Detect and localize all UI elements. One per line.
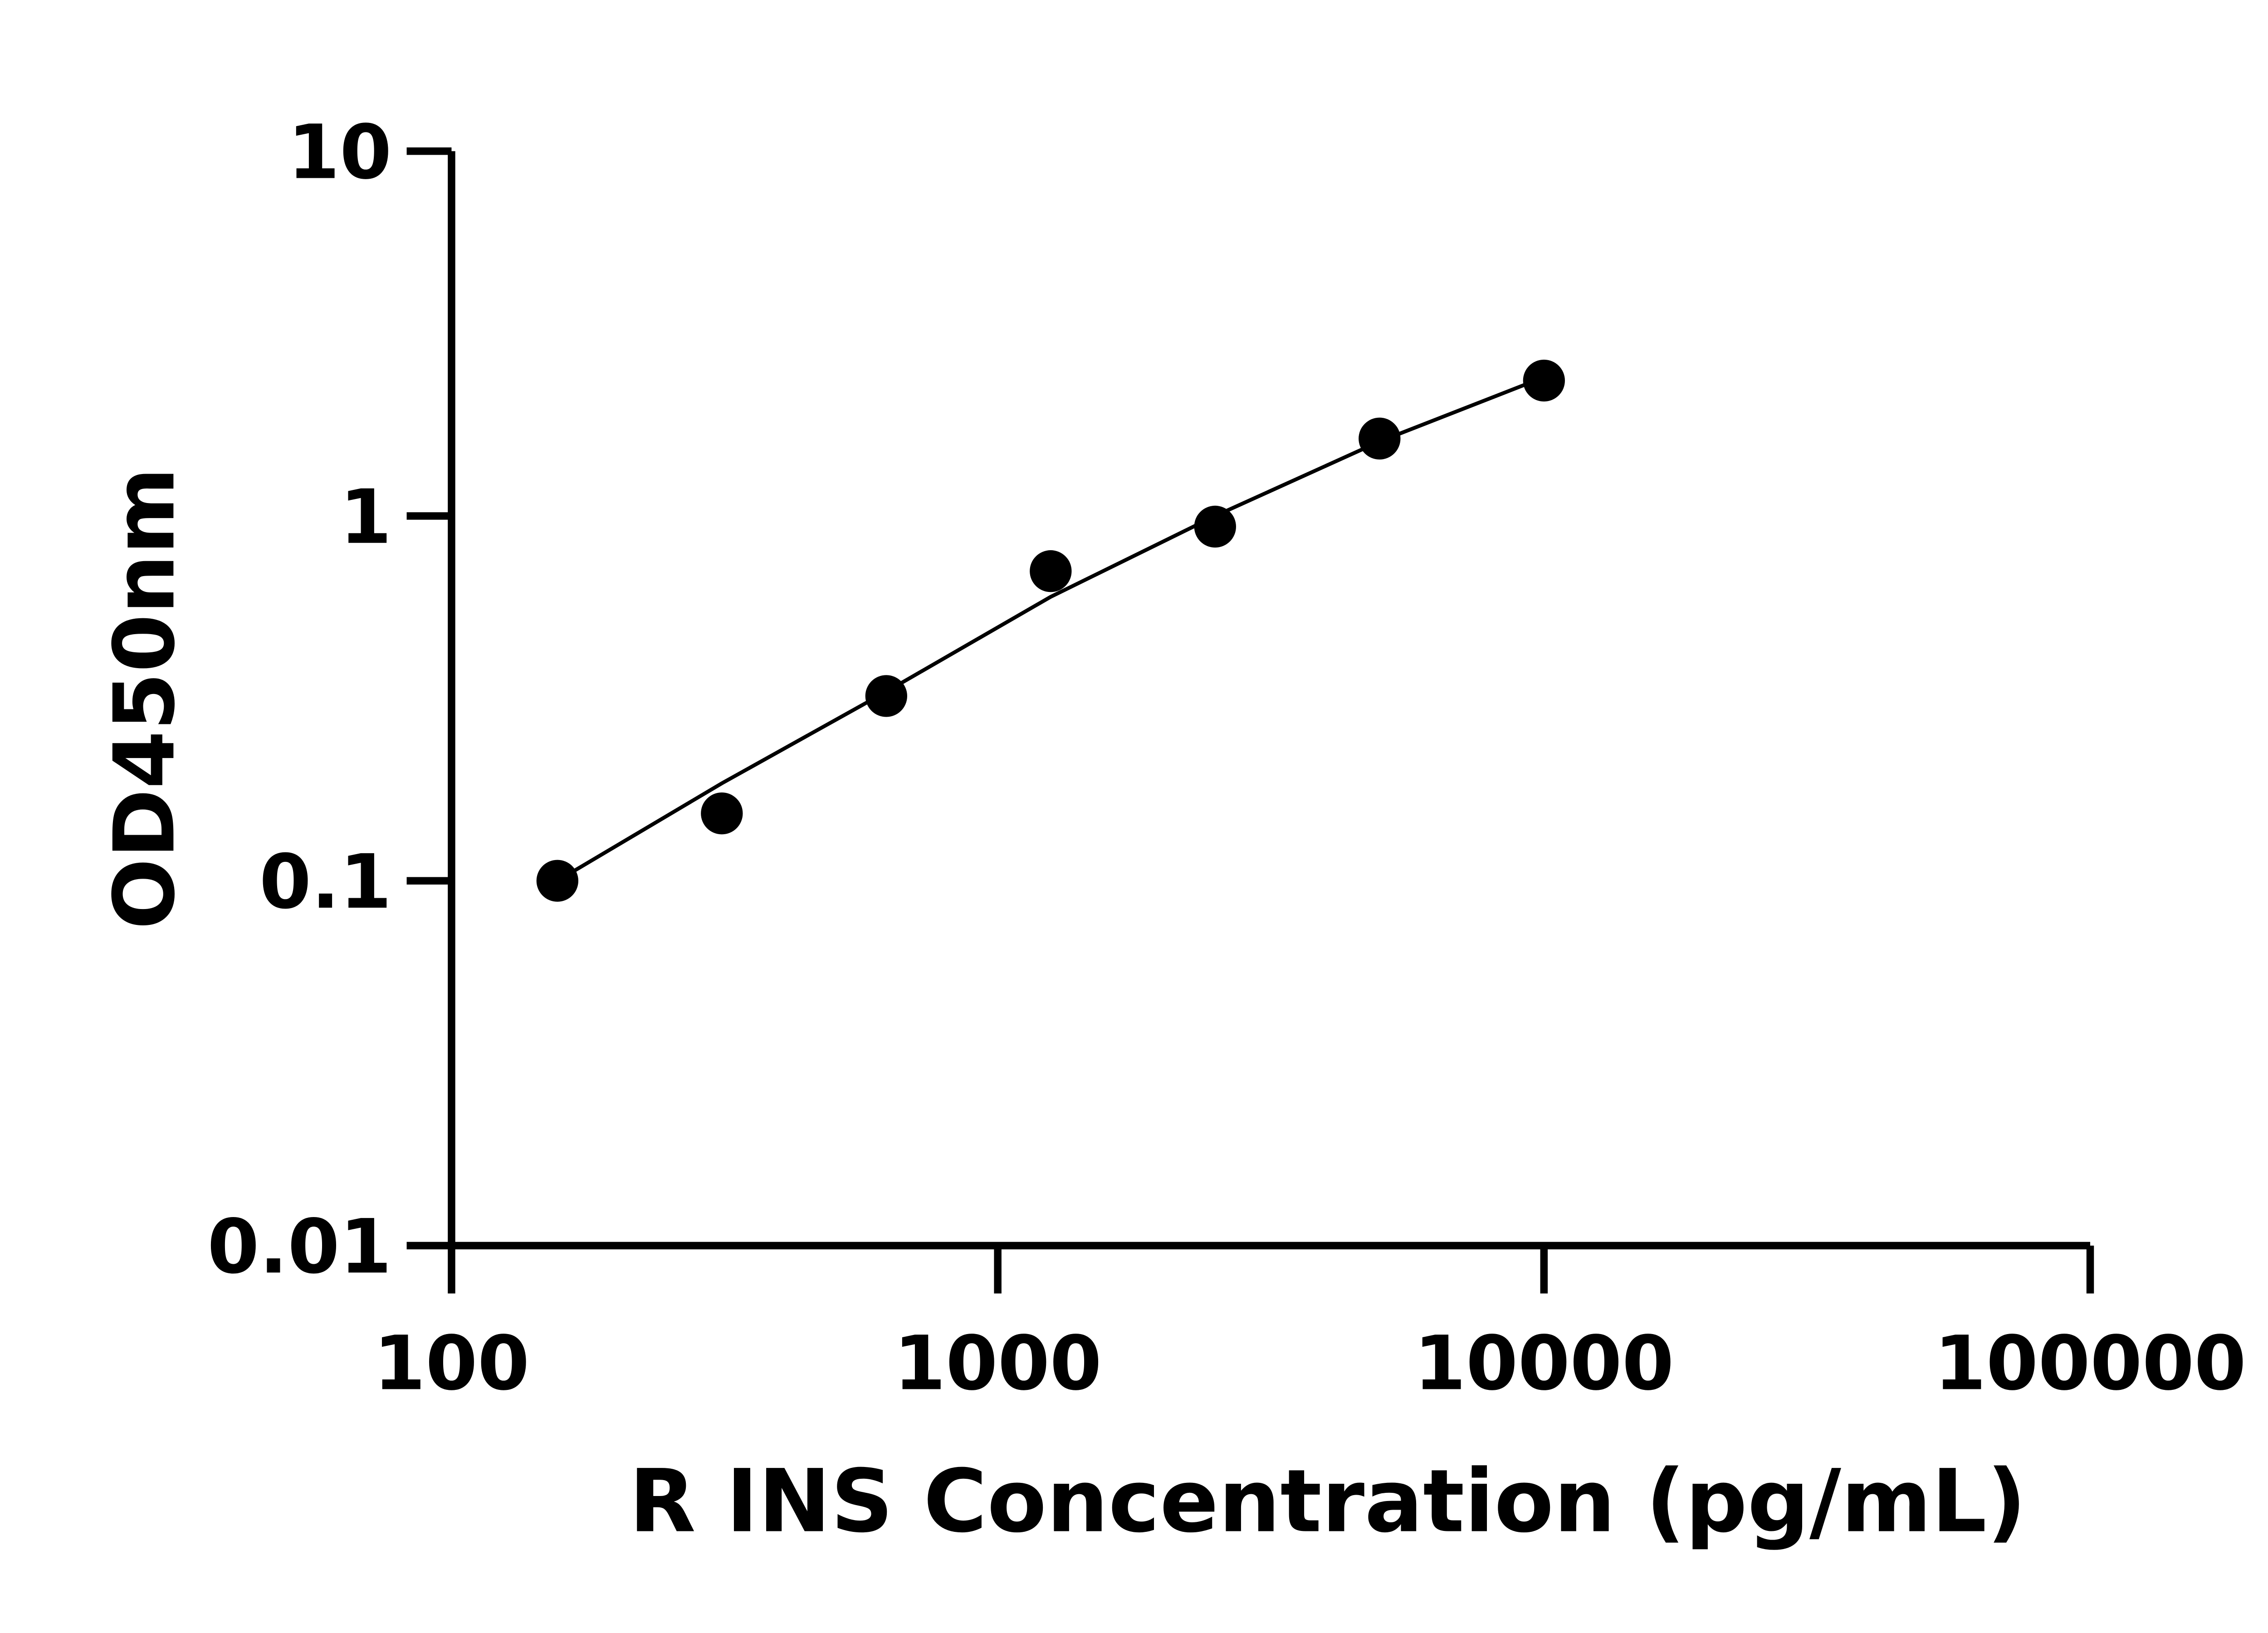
axes: 0.01 0.1 1 10 100 1000 10000 100000	[207, 109, 2246, 1407]
x-tick-label: 100000	[1934, 1320, 2246, 1407]
data-point	[1359, 417, 1401, 460]
x-axis-label: R INS Concentration (pg/mL)	[629, 1452, 2027, 1552]
data-point	[701, 792, 743, 835]
data-point	[1030, 550, 1072, 592]
data-points	[536, 359, 1565, 902]
x-tick-label: 10000	[1414, 1320, 1674, 1407]
y-tick-label: 0.01	[207, 1203, 392, 1290]
x-tick-label: 1000	[894, 1320, 1102, 1407]
data-point	[536, 860, 578, 902]
y-tick-label: 1	[340, 474, 392, 561]
y-axis-label: OD450nm	[96, 467, 193, 929]
data-point	[1523, 359, 1565, 402]
y-tick-label: 0.1	[259, 838, 392, 925]
x-tick-label: 100	[373, 1320, 529, 1407]
data-point	[865, 675, 907, 717]
data-point	[1194, 505, 1236, 548]
y-tick-label: 10	[288, 109, 391, 196]
